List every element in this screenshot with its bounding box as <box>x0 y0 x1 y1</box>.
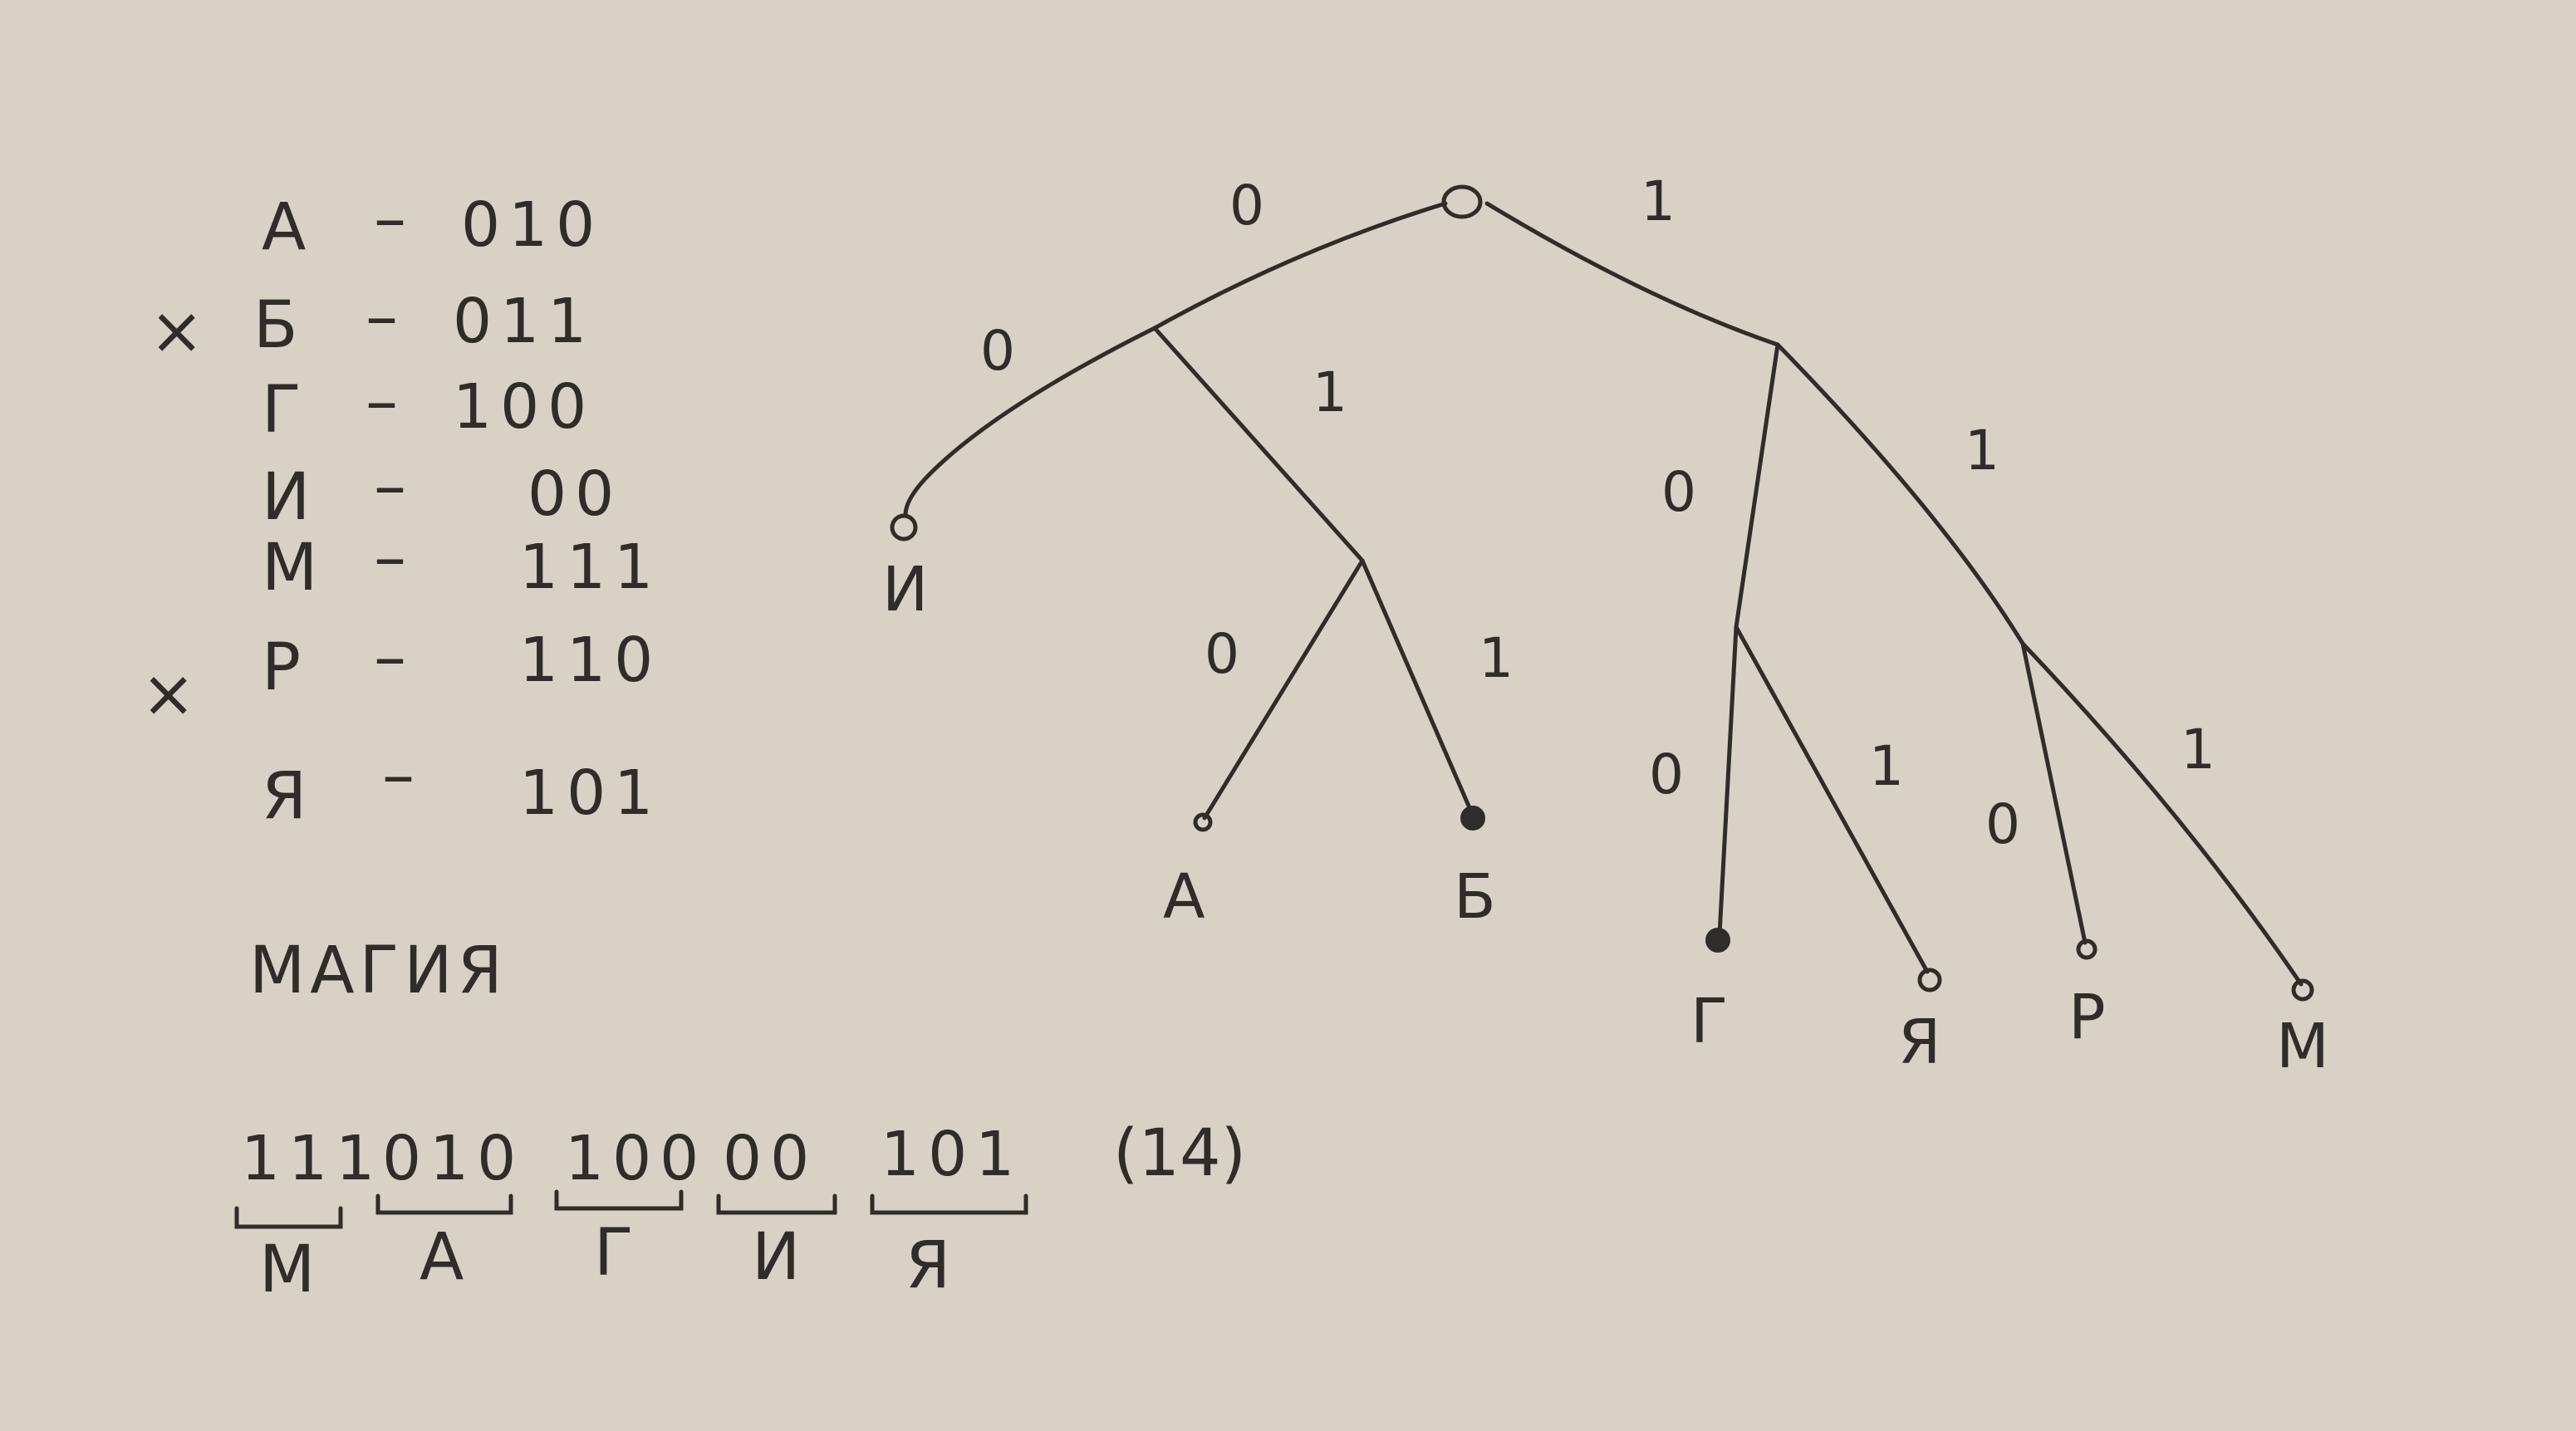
group-brace <box>716 1193 837 1215</box>
code-row: × Б – 011 <box>150 280 595 369</box>
code-value: 100 <box>453 371 595 443</box>
dash: – <box>366 280 398 355</box>
code-value: 00 <box>527 458 622 530</box>
leaf-node <box>2291 978 2314 1002</box>
code-value: 011 <box>453 286 595 357</box>
code-table: А – 010 × Б – 011 Г – 100 И – 00 М – 111… <box>141 182 661 834</box>
tree-edge <box>1734 625 1930 974</box>
tree-edge <box>1360 558 1473 812</box>
encoded-group-code: 101 <box>881 1119 1023 1190</box>
rejected-mark: × <box>141 657 195 732</box>
edge-label: 0 <box>1649 742 1684 806</box>
encoded-group-code: 010 <box>382 1123 524 1194</box>
leaf-label: Я <box>1898 1007 1941 1078</box>
edge-label: 1 <box>1479 626 1514 690</box>
dash: – <box>374 521 406 595</box>
tree-edge <box>1775 342 2025 646</box>
tree-edge <box>2020 641 2088 945</box>
edge-label: 1 <box>2181 718 2215 782</box>
encoded-group-code: 00 <box>723 1123 817 1194</box>
code-row: × Р – 110 <box>141 620 661 732</box>
code-tree: 0 1 0 1 0 1 0 1 0 1 0 1 И А Б Г Я Р М <box>882 169 2329 1082</box>
leaf-node <box>1917 968 1942 992</box>
code-letter: Г <box>262 373 302 448</box>
edge-label: 0 <box>1205 622 1239 686</box>
group-brace <box>375 1193 513 1215</box>
code-value: 010 <box>461 189 603 261</box>
leaf-label: Р <box>2068 982 2106 1053</box>
leaf-node <box>1460 806 1485 831</box>
dash: – <box>366 365 398 439</box>
group-brace <box>554 1189 684 1211</box>
tree-edge <box>2020 641 2304 987</box>
leaf-node <box>2076 938 2098 960</box>
word-encoding: 111 М 010 А 100 Г 00 И 101 Я (14) <box>234 1116 1246 1307</box>
code-letter: А <box>262 190 306 265</box>
tree-edge <box>1152 326 1365 563</box>
encoded-group-letter: М <box>259 1233 315 1307</box>
leaf-label: А <box>1163 861 1205 933</box>
code-value: 101 <box>519 757 661 829</box>
tree-edge <box>1484 201 1780 347</box>
group-brace <box>234 1206 343 1229</box>
leaf-label: Г <box>1690 986 1728 1057</box>
code-value: 111 <box>519 532 661 603</box>
edge-label: 1 <box>1313 360 1347 424</box>
code-letter: Б <box>253 288 298 363</box>
tree-edge <box>1152 201 1448 331</box>
total-bits: (14) <box>1113 1116 1246 1191</box>
dash: – <box>374 182 406 257</box>
root-node <box>1441 184 1483 219</box>
code-value: 110 <box>519 625 661 696</box>
encoded-group-letter: А <box>420 1220 464 1295</box>
leaf-label: М <box>2276 1011 2329 1082</box>
edge-label: 0 <box>1661 460 1696 524</box>
leaf-node <box>1193 812 1213 832</box>
encoded-group-letter: И <box>752 1220 800 1295</box>
tree-edge <box>1734 342 1780 630</box>
code-letter: Я <box>262 759 307 834</box>
encoded-group-letter: Г <box>594 1216 634 1291</box>
encoded-group-letter: Я <box>905 1228 950 1303</box>
encoded-group-code: 111 <box>241 1123 383 1194</box>
edge-label: 0 <box>1229 174 1264 238</box>
word-title: МАГИЯ <box>249 934 508 1008</box>
edge-label: 0 <box>980 319 1015 383</box>
code-row: И – 00 <box>262 449 622 535</box>
code-letter: Р <box>262 630 301 705</box>
tree-edge <box>1717 625 1739 937</box>
encoded-group-code: 100 <box>565 1123 707 1194</box>
dash: – <box>374 449 406 524</box>
edge-label: 1 <box>1965 419 1999 483</box>
leaf-node <box>1705 928 1730 953</box>
leaf-node <box>890 513 918 542</box>
code-row: М – 111 <box>262 521 661 605</box>
edge-label: 1 <box>1869 734 1904 798</box>
code-row: Г – 100 <box>262 365 595 448</box>
code-letter: И <box>262 460 310 535</box>
tree-edge <box>903 326 1157 517</box>
dash: – <box>374 620 406 695</box>
code-row: А – 010 <box>262 182 603 265</box>
dash: – <box>382 738 415 813</box>
leaf-label: Б <box>1454 861 1496 933</box>
leaf-label: И <box>882 554 928 625</box>
tree-edge <box>1202 558 1365 821</box>
edge-label: 0 <box>1985 792 2020 856</box>
group-brace <box>870 1193 1028 1215</box>
code-row: Я – 101 <box>262 738 661 834</box>
rejected-mark: × <box>150 294 204 369</box>
edge-label: 1 <box>1641 169 1676 233</box>
code-letter: М <box>262 531 317 605</box>
